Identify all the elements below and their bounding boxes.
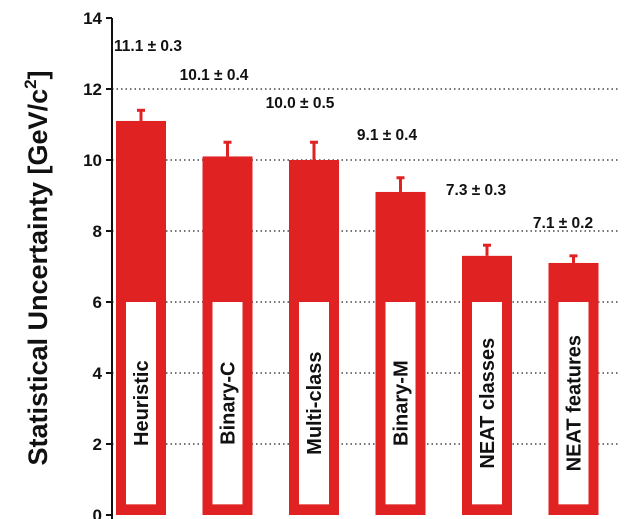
data-label: 10.0 ± 0.5 bbox=[266, 95, 335, 112]
bars: Heuristic Binary-C Multi-class Binary-M NEAT… bbox=[116, 108, 599, 515]
y-tick-label: 14 bbox=[83, 9, 102, 28]
data-label: 9.1 ± 0.4 bbox=[357, 127, 418, 144]
bar-label-box bbox=[299, 302, 329, 505]
gridlines bbox=[112, 88, 620, 445]
bar-label-box bbox=[126, 302, 156, 505]
category-label: Binary-C bbox=[218, 361, 240, 444]
category-label: Multi-class bbox=[304, 351, 326, 454]
y-tick-label: 8 bbox=[93, 222, 102, 241]
y-tick-label: 0 bbox=[93, 506, 102, 519]
bar-label-box bbox=[558, 302, 589, 505]
value-labels: 11.1 ± 0.3 10.1 ± 0.4 10.0 ± 0.5 9.1 ± 0.4 7… bbox=[114, 38, 593, 232]
y-axis-title: Statistical Uncertainty [GeV/c2] bbox=[21, 70, 53, 465]
data-label: 10.1 ± 0.4 bbox=[180, 67, 249, 84]
data-label: 11.1 ± 0.3 bbox=[114, 38, 182, 55]
y-tick-label: 4 bbox=[93, 364, 103, 383]
category-label: Binary-M bbox=[391, 360, 413, 446]
bar-label-box bbox=[472, 302, 502, 505]
bar-label-box bbox=[385, 302, 416, 505]
category-label: NEAT classes bbox=[477, 338, 499, 469]
y-ticks: 0 2 4 6 8 10 12 14 bbox=[83, 9, 112, 519]
y-tick-label: 12 bbox=[83, 80, 102, 99]
category-label: Heuristic bbox=[131, 360, 153, 446]
y-tick-label: 6 bbox=[93, 293, 102, 312]
y-tick-label: 10 bbox=[83, 151, 102, 170]
category-label: NEAT features bbox=[564, 335, 586, 471]
y-tick-label: 2 bbox=[93, 435, 102, 454]
bar-label-box bbox=[212, 302, 243, 505]
data-label: 7.1 ± 0.2 bbox=[533, 215, 593, 232]
data-label: 7.3 ± 0.3 bbox=[446, 182, 507, 199]
